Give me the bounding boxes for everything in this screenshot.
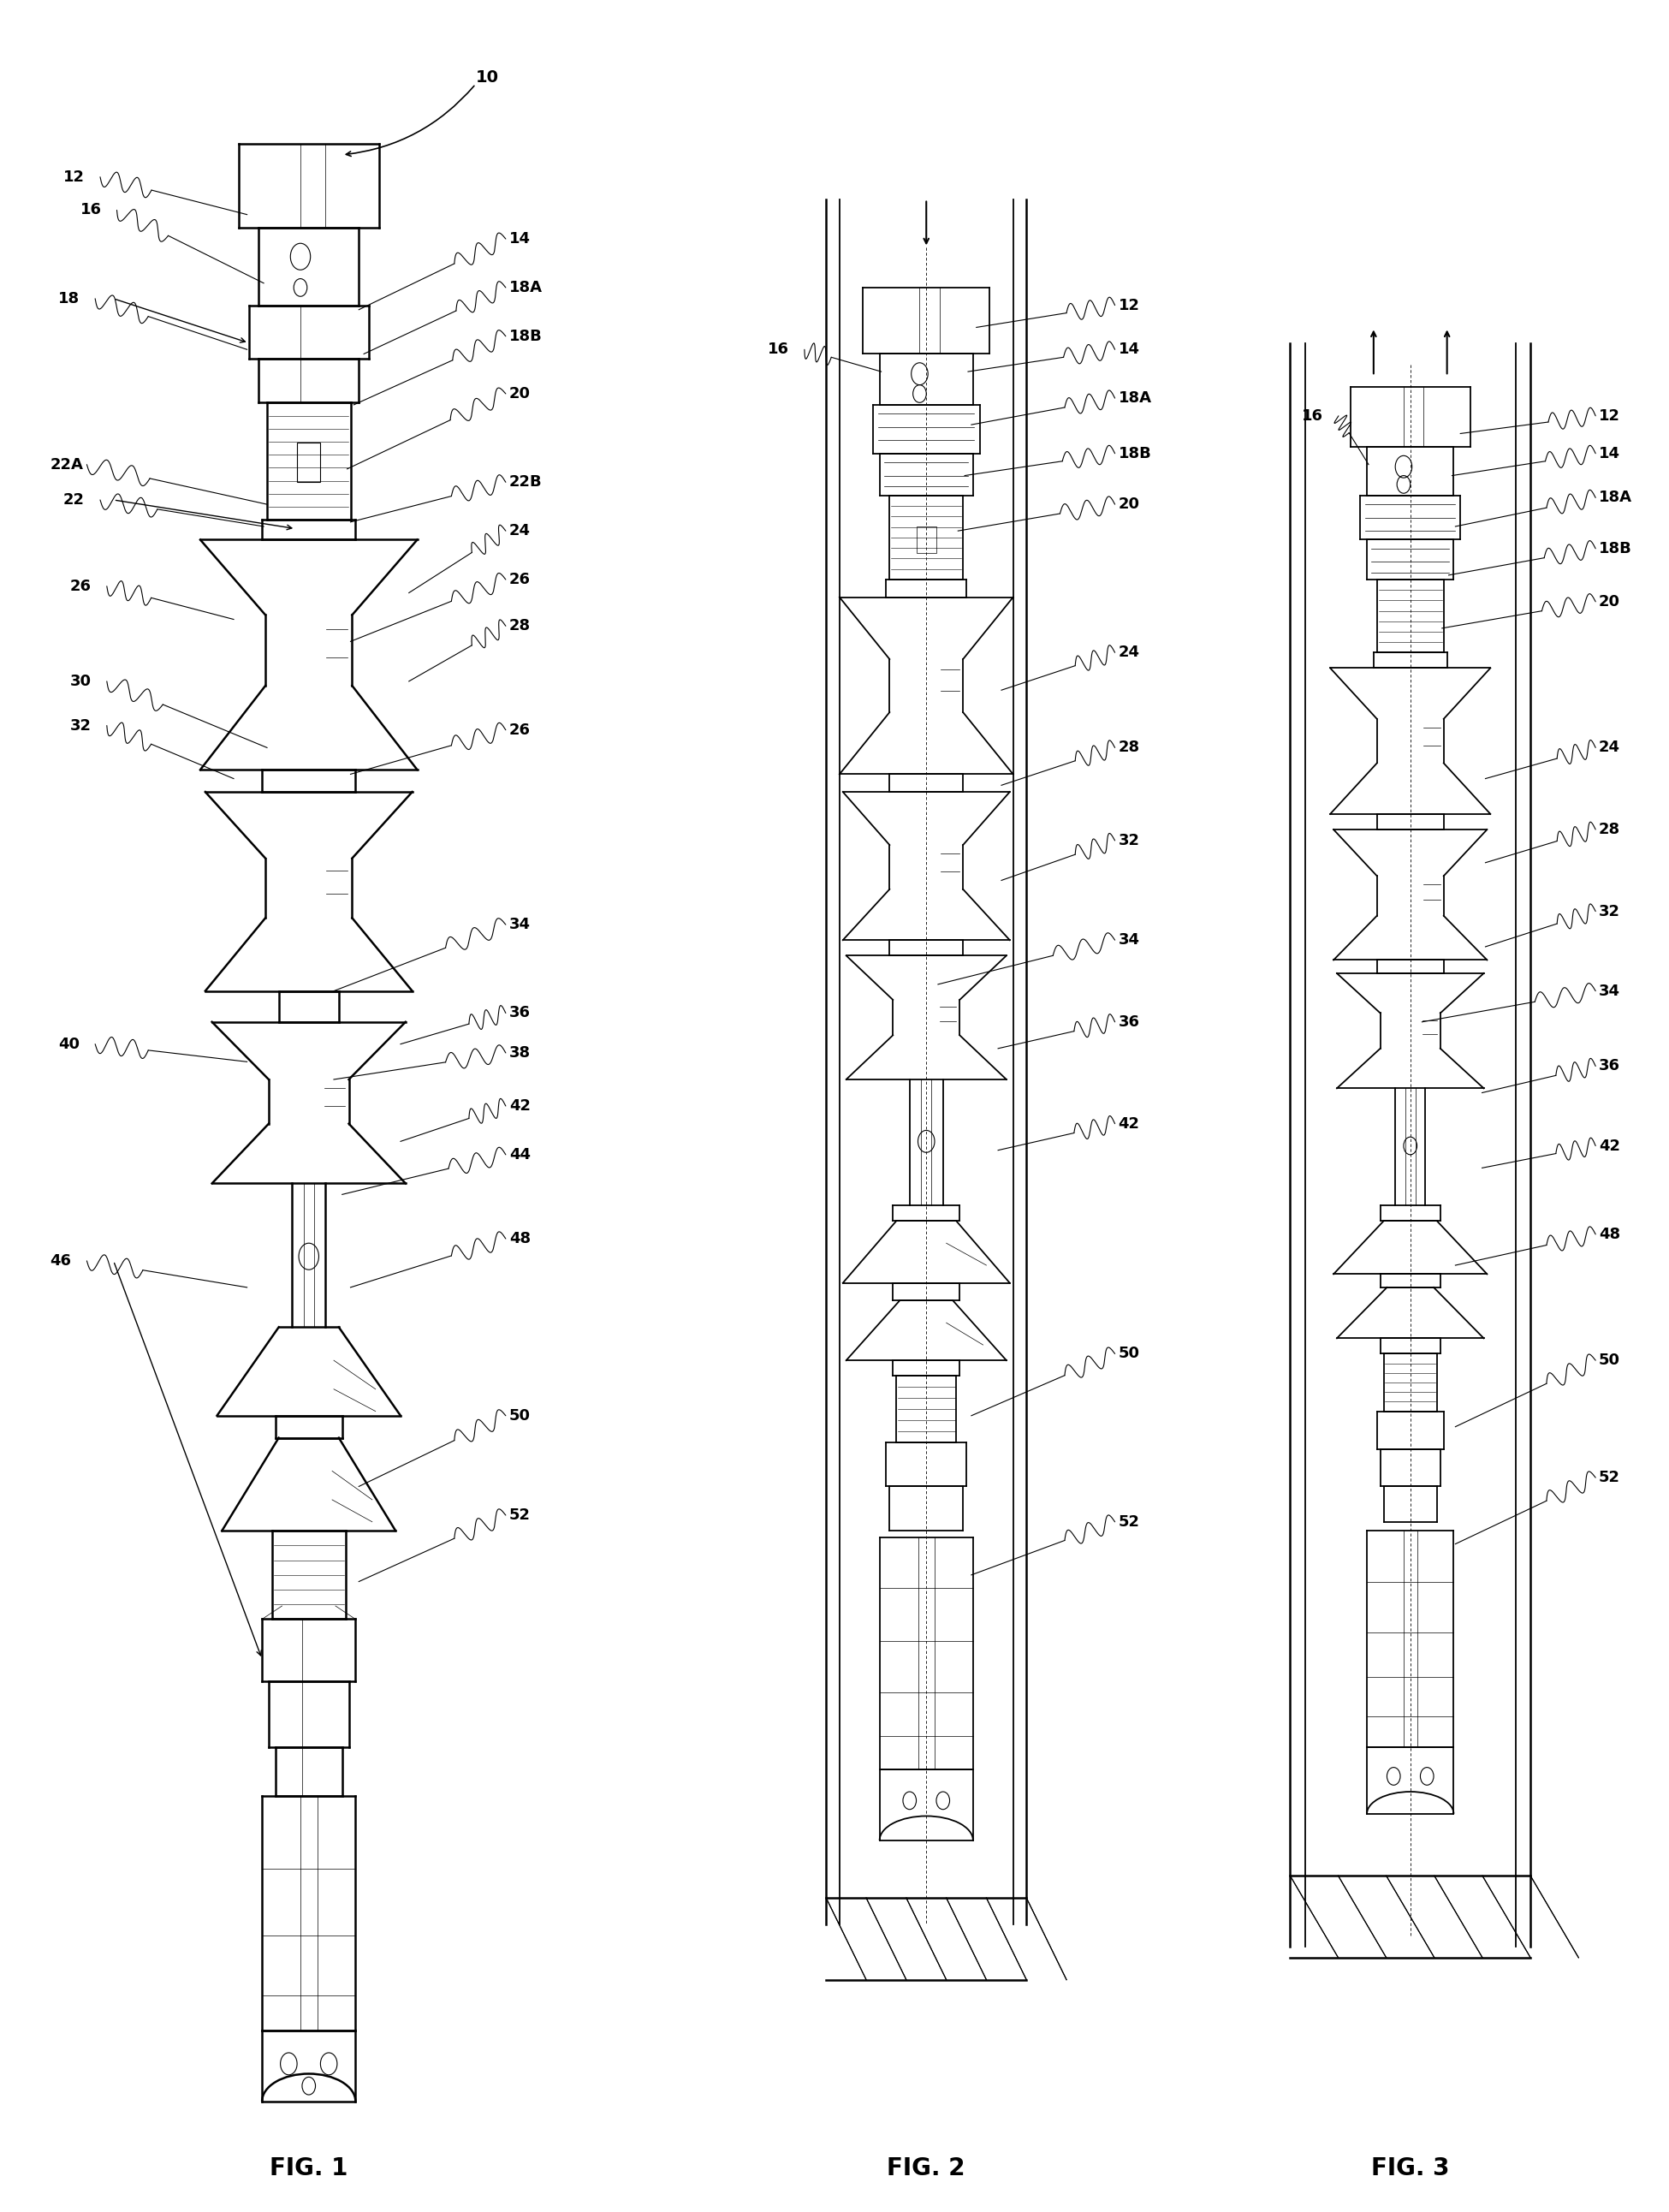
Text: 44: 44 — [509, 1148, 531, 1161]
Text: 22A: 22A — [50, 458, 83, 471]
Text: 34: 34 — [509, 918, 531, 931]
Text: 14: 14 — [1599, 447, 1621, 460]
Text: 16: 16 — [768, 343, 789, 356]
Text: FIG. 2: FIG. 2 — [888, 2157, 965, 2181]
Text: 20: 20 — [509, 387, 531, 400]
Text: 52: 52 — [1599, 1471, 1621, 1484]
Text: 48: 48 — [509, 1232, 531, 1245]
Text: 46: 46 — [50, 1254, 72, 1267]
Text: 28: 28 — [509, 619, 531, 633]
FancyBboxPatch shape — [297, 442, 320, 482]
Text: 42: 42 — [509, 1099, 531, 1113]
Text: 50: 50 — [1599, 1354, 1621, 1367]
Text: 34: 34 — [1118, 933, 1140, 947]
Text: 18: 18 — [58, 292, 80, 305]
Text: 18B: 18B — [1599, 542, 1632, 555]
Text: 48: 48 — [1599, 1228, 1621, 1241]
Text: 34: 34 — [1599, 984, 1621, 998]
Text: 12: 12 — [1599, 409, 1621, 422]
Text: 50: 50 — [509, 1409, 531, 1422]
Text: 20: 20 — [1118, 498, 1140, 511]
Text: 36: 36 — [1118, 1015, 1140, 1029]
Text: 26: 26 — [509, 723, 531, 737]
Text: 38: 38 — [509, 1046, 531, 1060]
Text: 12: 12 — [63, 170, 85, 184]
Text: 26: 26 — [509, 573, 531, 586]
FancyBboxPatch shape — [916, 526, 936, 553]
Text: 36: 36 — [1599, 1060, 1621, 1073]
Text: 32: 32 — [1118, 834, 1140, 847]
Text: 32: 32 — [70, 719, 92, 732]
Text: 40: 40 — [58, 1037, 80, 1051]
Text: 50: 50 — [1118, 1347, 1140, 1360]
Text: 20: 20 — [1599, 595, 1621, 608]
Text: 16: 16 — [80, 204, 102, 217]
Text: 14: 14 — [1118, 343, 1140, 356]
Text: 42: 42 — [1118, 1117, 1140, 1130]
Text: 18A: 18A — [1118, 392, 1152, 405]
Text: 12: 12 — [1118, 299, 1140, 312]
Text: 18A: 18A — [1599, 491, 1632, 504]
Text: 18A: 18A — [509, 281, 542, 294]
Text: 32: 32 — [1599, 905, 1621, 918]
Text: 28: 28 — [1599, 823, 1621, 836]
Text: 18B: 18B — [509, 330, 542, 343]
Text: 24: 24 — [1118, 646, 1140, 659]
Text: 30: 30 — [70, 675, 92, 688]
Text: FIG. 3: FIG. 3 — [1372, 2157, 1449, 2181]
Text: 28: 28 — [1118, 741, 1140, 754]
Text: 14: 14 — [509, 232, 531, 246]
Text: 26: 26 — [70, 580, 92, 593]
Text: FIG. 1: FIG. 1 — [270, 2157, 347, 2181]
Text: 42: 42 — [1599, 1139, 1621, 1152]
Text: 22: 22 — [63, 493, 85, 507]
Text: 24: 24 — [1599, 741, 1621, 754]
Text: 52: 52 — [509, 1509, 531, 1522]
Text: 52: 52 — [1118, 1515, 1140, 1528]
Text: 24: 24 — [509, 524, 531, 538]
Text: 18B: 18B — [1118, 447, 1152, 460]
Text: 22B: 22B — [509, 476, 542, 489]
Text: 10: 10 — [476, 69, 499, 86]
Text: 16: 16 — [1302, 409, 1324, 422]
Text: 36: 36 — [509, 1006, 531, 1020]
